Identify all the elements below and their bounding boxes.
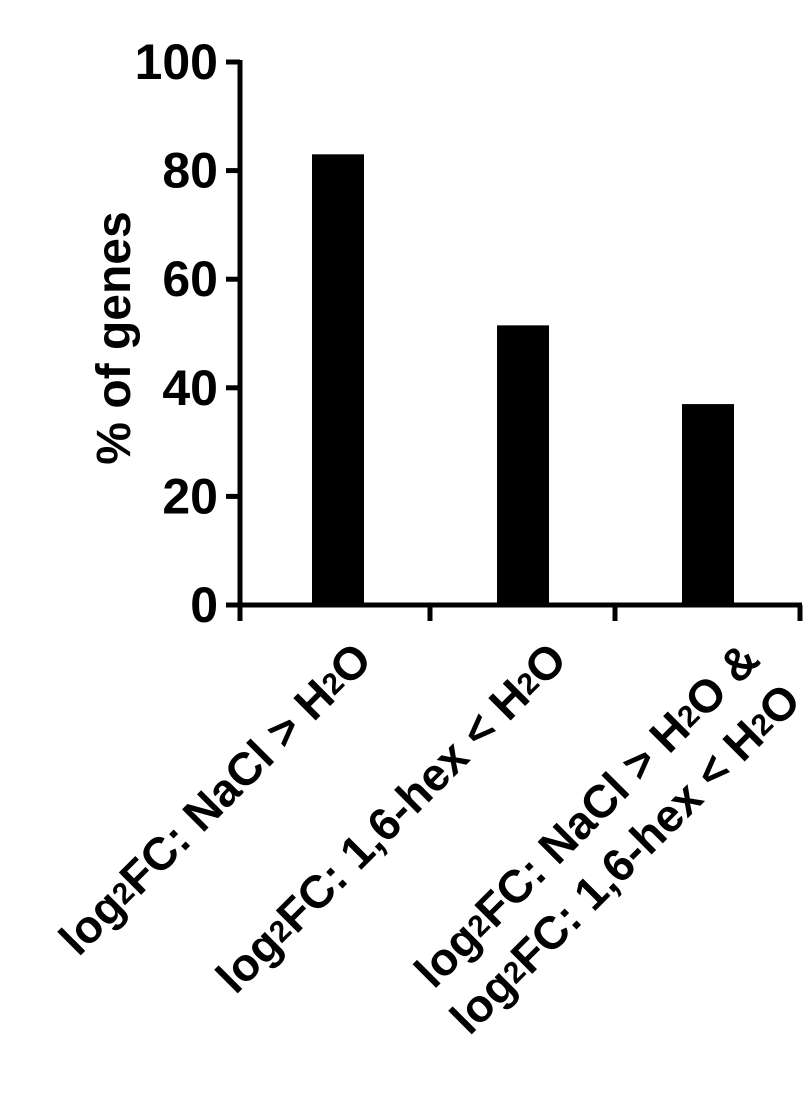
category-label-line: log2FC: NaCl > H2O (48, 632, 380, 964)
y-tick-label: 80 (162, 143, 218, 199)
category-label-line: log2FC: NaCl > H2O & (404, 632, 769, 997)
bars (312, 154, 734, 605)
y-tick-label: 60 (162, 251, 218, 307)
y-tick-labels: 0 20 40 60 80 100 (135, 34, 218, 633)
y-axis (226, 59, 243, 608)
bar (682, 404, 734, 605)
y-tick-label: 20 (162, 468, 218, 524)
y-tick-label: 100 (135, 34, 218, 90)
x-axis (226, 602, 803, 621)
y-tick-label: 40 (162, 360, 218, 416)
category-label: log2FC: NaCl > H2O &log2FC: 1,6-hex < H2… (404, 632, 808, 1043)
y-axis-title: % of genes (88, 211, 141, 464)
y-tick-label: 0 (190, 577, 218, 633)
category-label: log2FC: NaCl > H2O (48, 632, 380, 964)
bar (312, 154, 364, 605)
bar (497, 325, 549, 605)
